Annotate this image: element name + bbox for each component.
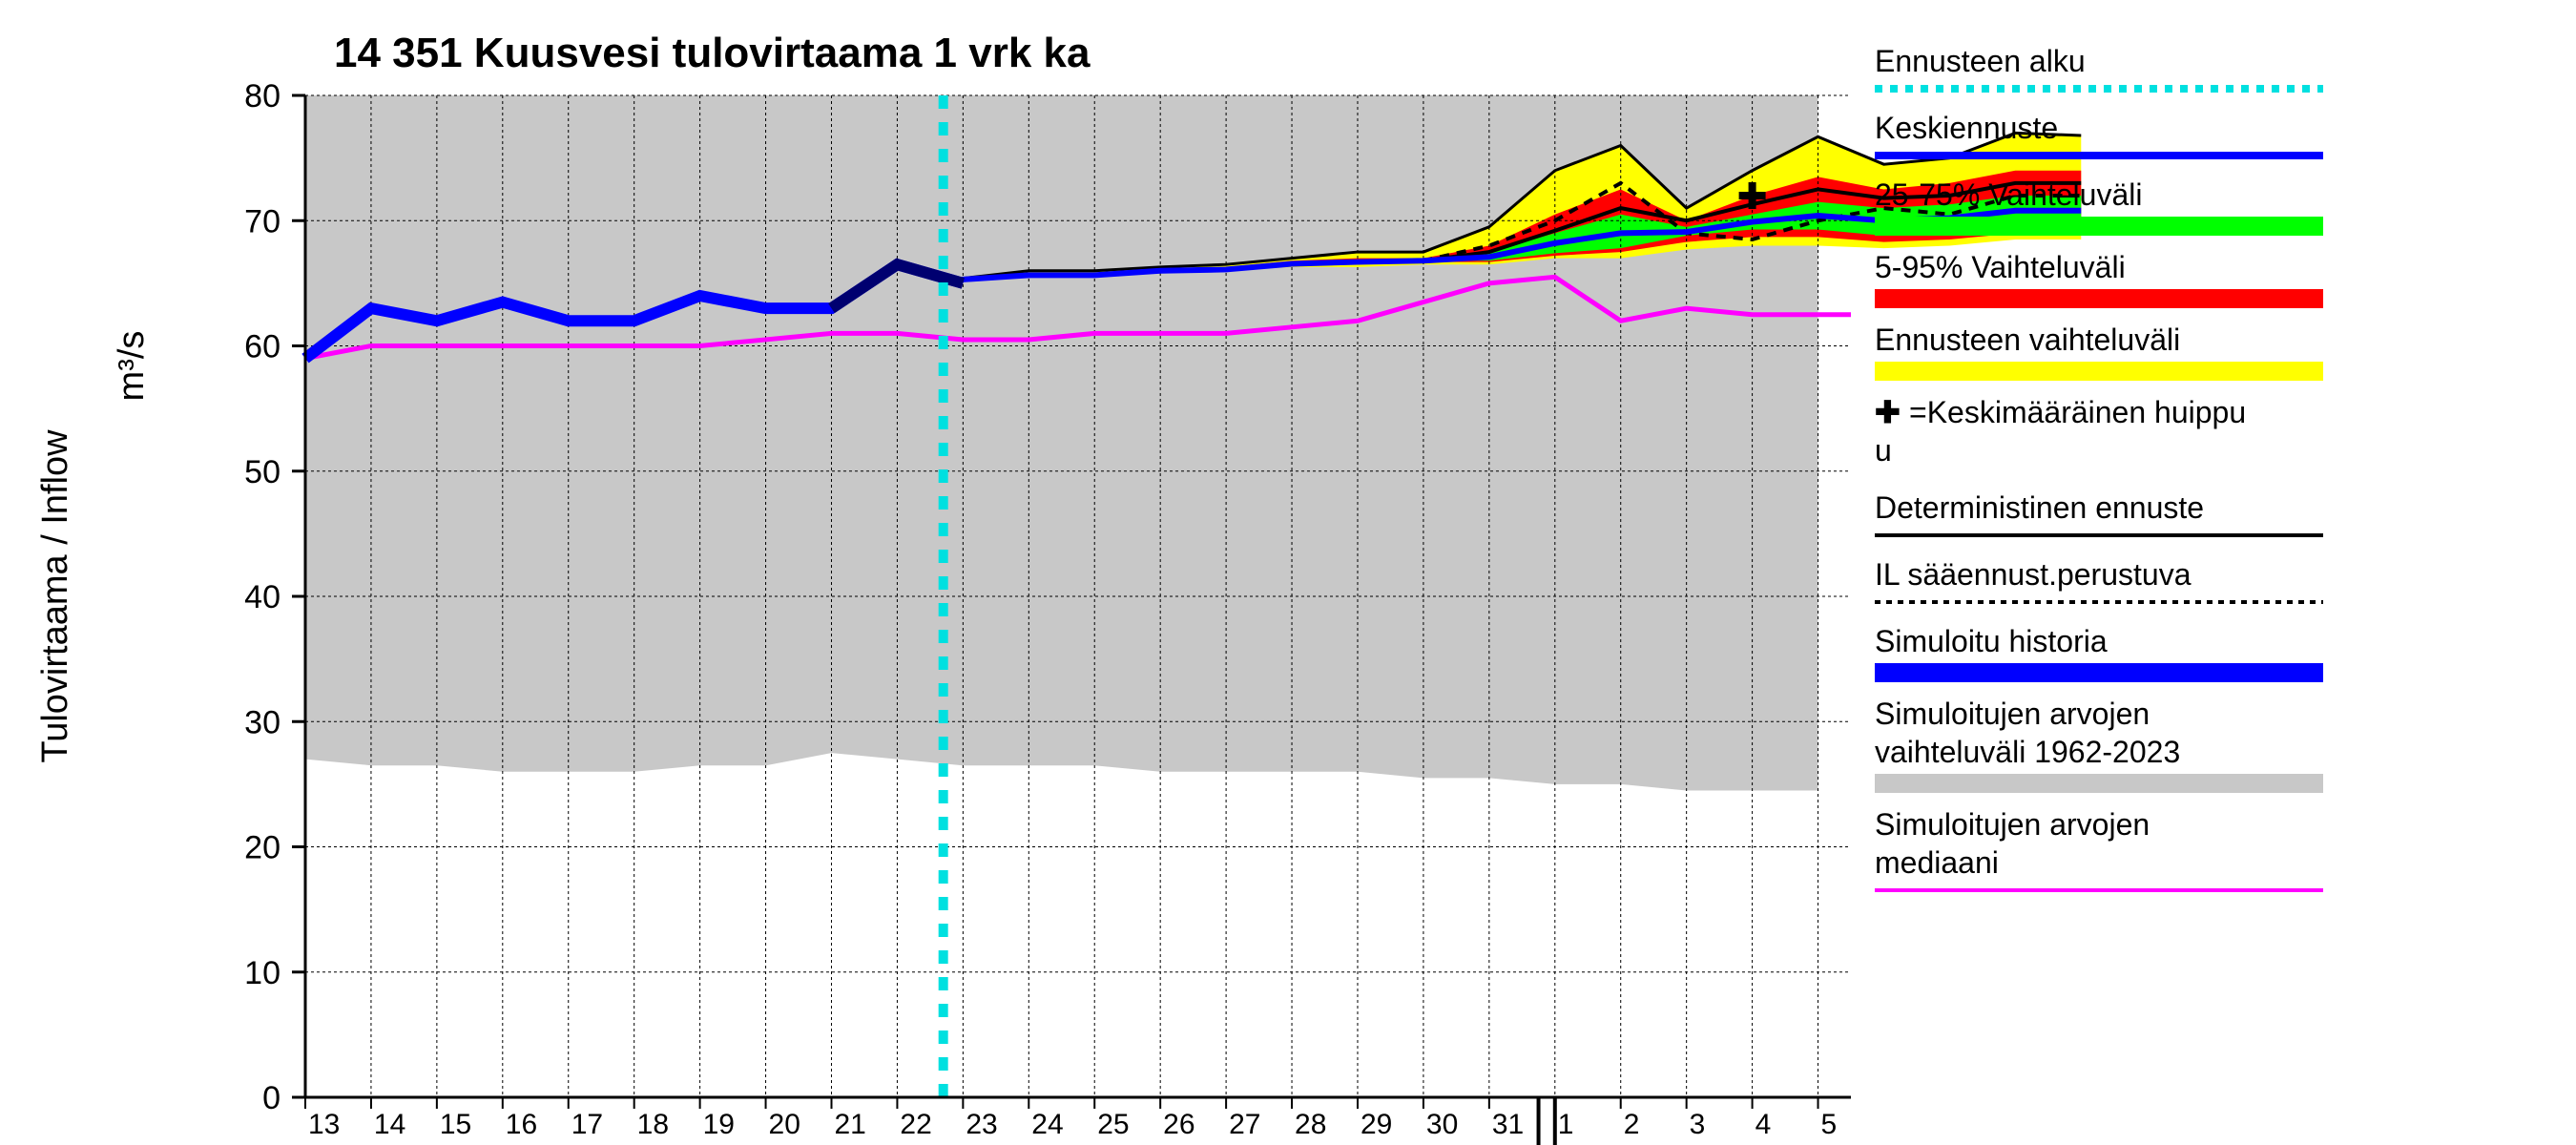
x-tick-label: 19 [703, 1109, 735, 1140]
y-tick-label: 50 [244, 454, 280, 490]
x-tick-label: 4 [1755, 1109, 1772, 1140]
x-tick-label: 3 [1690, 1109, 1706, 1140]
legend-marker-icon: ✚ [1875, 395, 1901, 429]
y-tick-label: 0 [262, 1080, 280, 1116]
legend-label: Keskiennuste [1875, 111, 2058, 145]
legend-swatch [1875, 289, 2323, 308]
legend-label: 25-75% Vaihteluväli [1875, 177, 2142, 212]
legend-label: Simuloitu historia [1875, 624, 2108, 658]
y-tick-label: 30 [244, 704, 280, 740]
legend-label: 5-95% Vaihteluväli [1875, 250, 2126, 284]
y-tick-label: 10 [244, 955, 280, 991]
x-tick-label: 20 [769, 1109, 800, 1140]
legend-label: IL sääennust.perustuva [1875, 557, 2192, 592]
x-tick-label: 24 [1031, 1109, 1063, 1140]
x-tick-label: 13 [308, 1109, 340, 1140]
y-axis-label: Tulovirtaama / Inflow [35, 429, 75, 763]
x-tick-label: 28 [1295, 1109, 1326, 1140]
x-tick-label: 21 [834, 1109, 865, 1140]
x-tick-label: 17 [571, 1109, 603, 1140]
x-tick-label: 18 [637, 1109, 669, 1140]
legend-label: Ennusteen vaihteluväli [1875, 323, 2180, 357]
x-tick-label: 27 [1229, 1109, 1260, 1140]
x-tick-label: 1 [1558, 1109, 1574, 1140]
x-tick-label: 14 [374, 1109, 405, 1140]
chart-container: 0102030405060708013141516171819202122232… [0, 0, 2576, 1145]
legend-label: mediaani [1875, 845, 1999, 880]
x-tick-label: 31 [1492, 1109, 1524, 1140]
x-tick-label: 30 [1426, 1109, 1458, 1140]
x-tick-label: 5 [1821, 1109, 1838, 1140]
x-tick-label: 29 [1361, 1109, 1392, 1140]
legend-label: Simuloitujen arvojen [1875, 697, 2150, 731]
chart-title: 14 351 Kuusvesi tulovirtaama 1 vrk ka [334, 30, 1091, 76]
legend-label: =Keskimääräinen huippu [1909, 395, 2246, 429]
x-tick-label: 26 [1163, 1109, 1195, 1140]
x-tick-label: 22 [900, 1109, 931, 1140]
x-tick-label: 15 [440, 1109, 471, 1140]
legend-swatch [1875, 663, 2323, 682]
x-tick-label: 23 [966, 1109, 997, 1140]
y-tick-label: 70 [244, 203, 280, 239]
legend-label: Simuloitujen arvojen [1875, 807, 2150, 842]
legend-swatch [1875, 217, 2323, 236]
x-tick-label: 2 [1624, 1109, 1640, 1140]
legend-label: vaihteluväli 1962-2023 [1875, 735, 2180, 769]
y-axis-unit: m³/s [112, 331, 152, 402]
legend-label: Deterministinen ennuste [1875, 490, 2204, 525]
y-tick-label: 80 [244, 78, 280, 114]
x-tick-label: 25 [1097, 1109, 1129, 1140]
y-tick-label: 20 [244, 830, 280, 866]
legend-swatch [1875, 362, 2323, 381]
legend-swatch [1875, 774, 2323, 793]
legend-label: Ennusteen alku [1875, 44, 2086, 78]
y-tick-label: 40 [244, 579, 280, 615]
y-tick-label: 60 [244, 329, 280, 365]
x-tick-label: 16 [506, 1109, 537, 1140]
legend-label-cont: u [1875, 433, 1892, 468]
chart-svg: 0102030405060708013141516171819202122232… [0, 0, 2576, 1145]
